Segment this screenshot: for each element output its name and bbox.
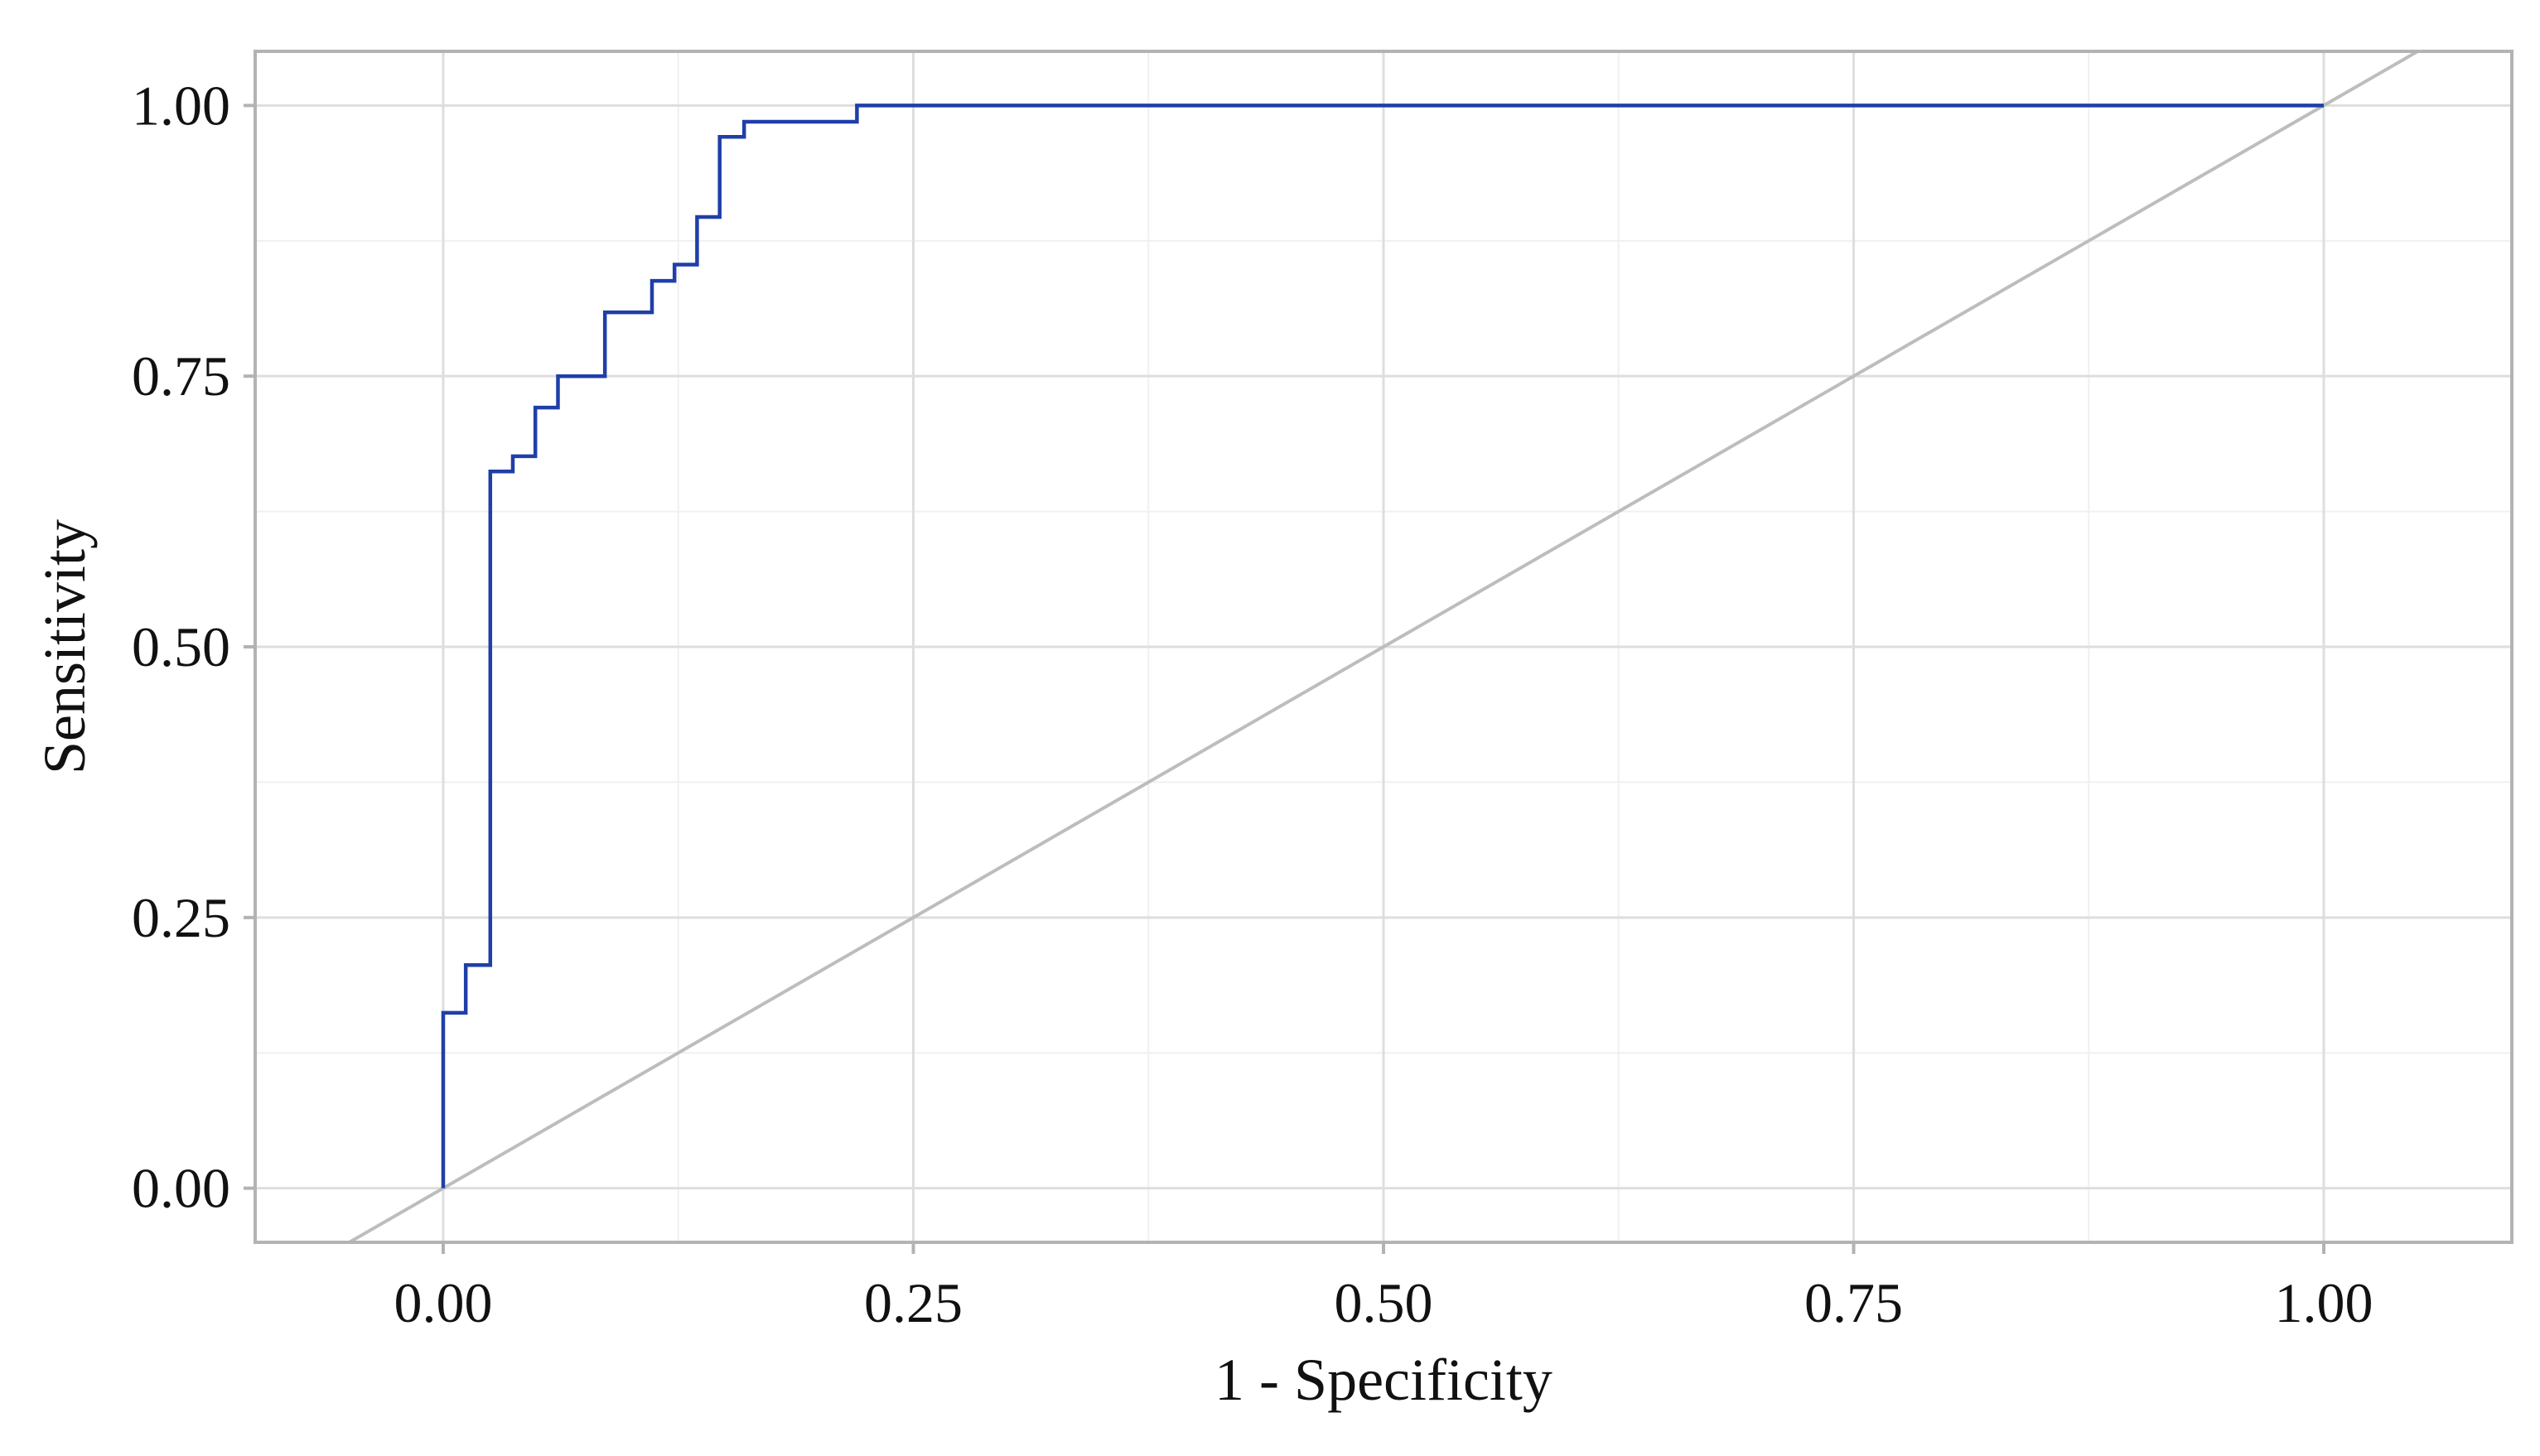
x-axis-ticks: 0.00 0.25 0.50 0.75 1.00 <box>394 1242 2373 1334</box>
roc-curve-line <box>441 104 2324 1188</box>
y-axis-title: Sensitivity <box>31 519 98 774</box>
y-tick-label: 1.00 <box>132 74 230 137</box>
y-axis-ticks: 0.00 0.25 0.50 0.75 1.00 <box>132 74 255 1220</box>
x-tick-label: 0.00 <box>394 1271 493 1334</box>
y-tick-label: 0.50 <box>132 615 230 678</box>
x-axis-title: 1 - Specificity <box>1214 1347 1552 1413</box>
y-tick-label: 0.25 <box>132 886 230 949</box>
y-tick-label: 0.00 <box>132 1157 230 1220</box>
plot-lines <box>345 51 2422 1242</box>
y-tick-label: 0.75 <box>132 345 230 407</box>
x-tick-label: 1.00 <box>2275 1271 2373 1334</box>
reference-diagonal-line <box>345 51 2422 1242</box>
x-tick-label: 0.50 <box>1335 1271 1433 1334</box>
x-tick-label: 0.75 <box>1804 1271 1903 1334</box>
x-tick-label: 0.25 <box>864 1271 963 1334</box>
